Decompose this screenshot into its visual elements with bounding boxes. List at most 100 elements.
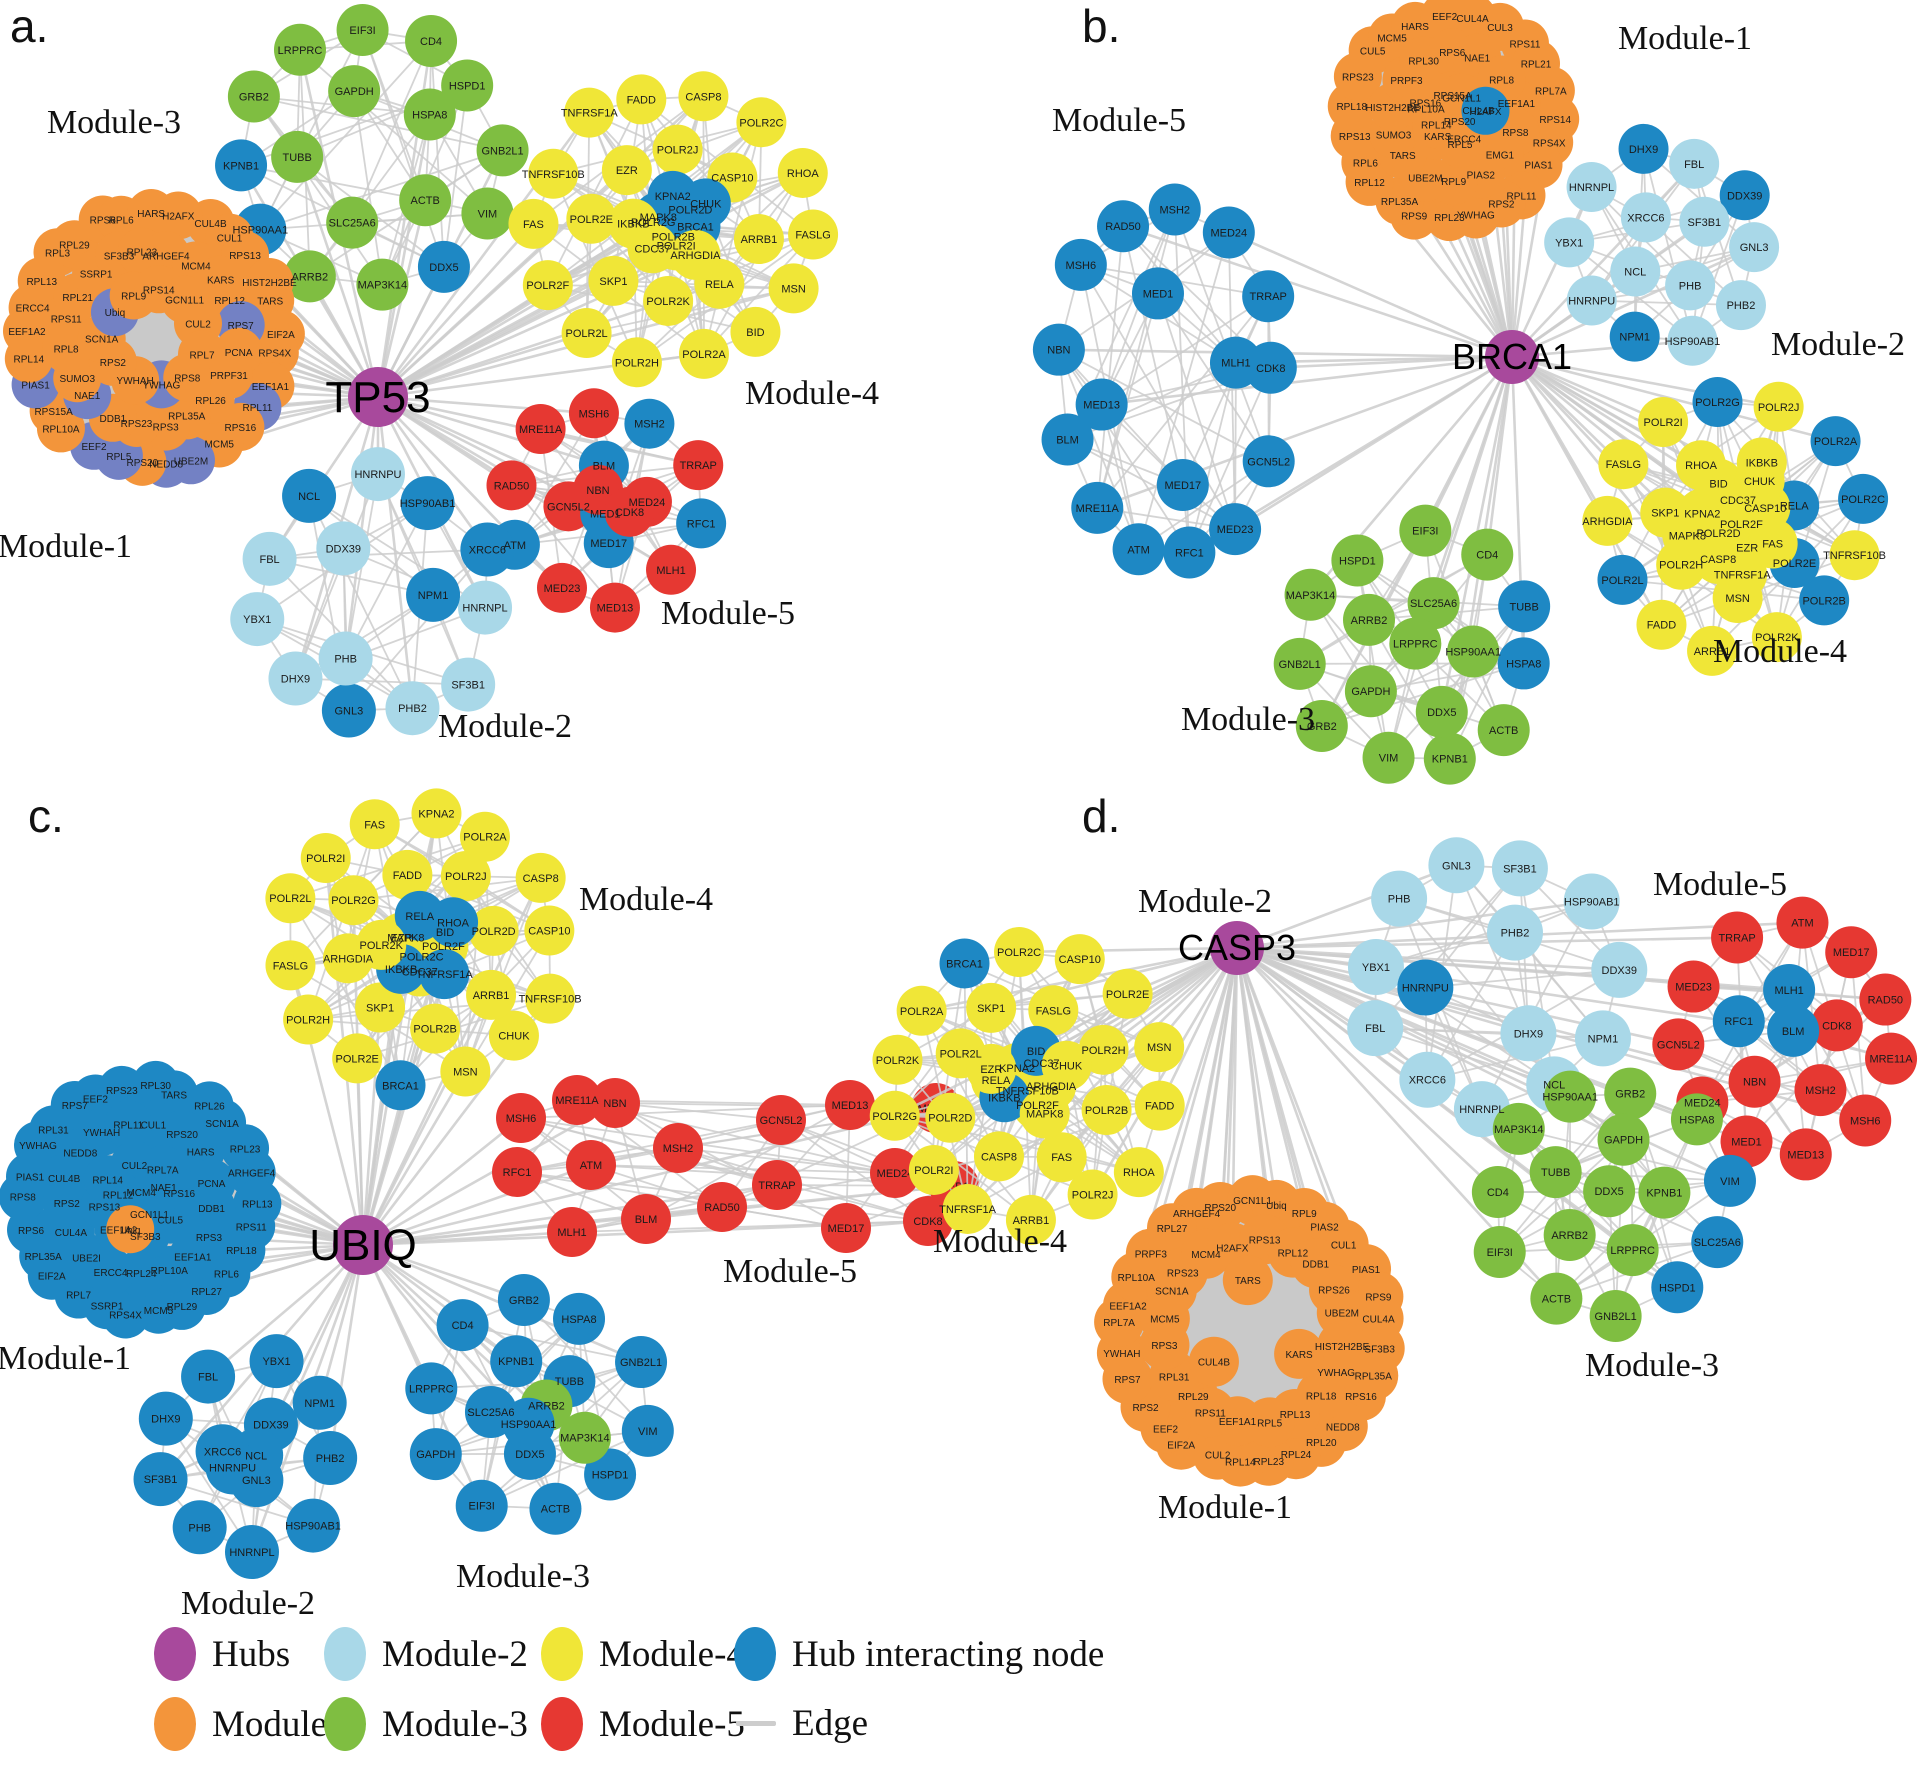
network-node <box>608 198 659 249</box>
node-label: BRCA1 <box>677 222 714 234</box>
node-label: BID <box>746 327 764 339</box>
node-label: RPL6 <box>214 1270 239 1281</box>
network-node <box>553 1292 606 1345</box>
node-label: NBN <box>603 1098 626 1110</box>
node-label: RPL29 <box>1178 1392 1209 1403</box>
network-node <box>1776 896 1829 949</box>
edge-line <box>920 1010 1000 1157</box>
hub-label: BRCA1 <box>1452 336 1572 377</box>
network-node <box>328 875 379 926</box>
network-node <box>440 1046 491 1097</box>
node-label: XRCC6 <box>1627 212 1664 224</box>
node-label: GNL3 <box>1740 242 1769 254</box>
edge-line <box>1569 1095 1718 1243</box>
node-label: POLR2I <box>306 853 345 865</box>
edge-line <box>1776 440 1837 638</box>
network-node <box>1703 1154 1756 1207</box>
node-label: FBL <box>260 554 280 566</box>
node-label: RPS11 <box>1195 1408 1226 1419</box>
node-label: EIF3I <box>349 25 375 37</box>
network-node <box>1423 732 1476 785</box>
network-node <box>1662 510 1713 561</box>
node-label: MED13 <box>832 1100 869 1112</box>
nodes-layer <box>0 788 979 1580</box>
network-node <box>566 1140 616 1190</box>
node-label: NEDD8 <box>63 1148 97 1159</box>
node-label: DHX9 <box>1629 144 1658 156</box>
node-label: POLR2J <box>657 145 699 157</box>
network-node <box>1362 731 1415 784</box>
node-label: FAS <box>1762 539 1783 551</box>
node-label: CASP8 <box>523 873 559 885</box>
node-label: RPL23 <box>127 248 158 259</box>
edge-line <box>1356 560 1390 758</box>
hub-edge-line <box>361 994 493 1246</box>
node-label: KARS <box>1285 1350 1313 1361</box>
node-label: POLR2E <box>1773 558 1816 570</box>
node-label: PHB <box>334 654 357 666</box>
edge-line <box>1137 232 1230 550</box>
network-node <box>461 187 514 240</box>
network-node <box>458 580 513 635</box>
node-label: CUL3 <box>1487 23 1513 34</box>
edge-line <box>1716 401 1856 556</box>
node-label: MED23 <box>544 583 581 595</box>
node-label: TARS <box>1390 151 1416 162</box>
node-label: DHX9 <box>281 674 310 686</box>
edge-line <box>361 29 427 201</box>
node-label: SF3B3 <box>1364 1344 1395 1355</box>
node-label: ARRB2 <box>1551 1230 1588 1242</box>
network-node <box>326 196 379 249</box>
node-label: POLR2G <box>331 895 376 907</box>
node-label: RPS26 <box>1318 1286 1350 1297</box>
node-label: EEF1A2 <box>100 1225 138 1236</box>
node-label: RPL5 <box>106 452 131 463</box>
node-label: MSN <box>1725 593 1750 605</box>
node-label: PRPF3 <box>1135 1250 1168 1261</box>
node-label: TRRAP <box>1718 932 1755 944</box>
node-label: YBX1 <box>243 614 271 626</box>
node-label: BRCA1 <box>382 1080 419 1092</box>
node-label: POLR2H <box>615 357 659 369</box>
node-label: MED13 <box>1083 400 1120 412</box>
edge-line <box>614 1102 847 1229</box>
network-node <box>318 631 373 686</box>
node-label: MED13 <box>597 603 634 615</box>
node-label: MED24 <box>877 1168 914 1180</box>
node-label: KPNA2 <box>655 191 691 203</box>
network-node <box>1185 1387 1236 1438</box>
node-label: RPS11 <box>1509 39 1540 50</box>
node-label: NCL <box>1543 1079 1565 1091</box>
node-label: SLC25A6 <box>1410 598 1457 610</box>
node-label: HSP90AA1 <box>232 225 288 237</box>
node-label: MCM5 <box>205 439 235 450</box>
node-label: DDB1 <box>1302 1259 1329 1270</box>
network-node <box>1652 1018 1705 1071</box>
node-label: BID <box>1027 1046 1045 1058</box>
node-label: RPL12 <box>214 296 245 307</box>
node-label: RHOA <box>787 168 819 180</box>
node-label: PHB <box>188 1522 211 1534</box>
node-label: EZR <box>1736 542 1758 554</box>
edge-line <box>780 1119 929 1222</box>
network-node <box>1163 526 1216 579</box>
node-label: GNB2L1 <box>481 145 523 157</box>
network-node <box>678 71 729 122</box>
network-node <box>230 592 285 647</box>
edge-line <box>894 1115 1032 1221</box>
network-node <box>561 308 612 359</box>
node-label: RPS16 <box>1345 1392 1377 1403</box>
node-label: RPS2 <box>1488 199 1515 210</box>
network-node <box>215 139 268 192</box>
node-label: LRPPRC <box>278 45 323 57</box>
hub-edge-line <box>377 395 605 467</box>
module-label: Module-3 <box>47 104 181 141</box>
edge-line <box>1455 864 1530 1034</box>
network-node <box>1428 837 1485 894</box>
network-node <box>1075 378 1128 431</box>
edge-line <box>571 1184 778 1233</box>
node-label: PCNA <box>225 348 253 359</box>
node-label: MSN <box>781 283 806 295</box>
node-label: YWHAG <box>19 1141 57 1152</box>
node-label: VIM <box>478 209 498 221</box>
